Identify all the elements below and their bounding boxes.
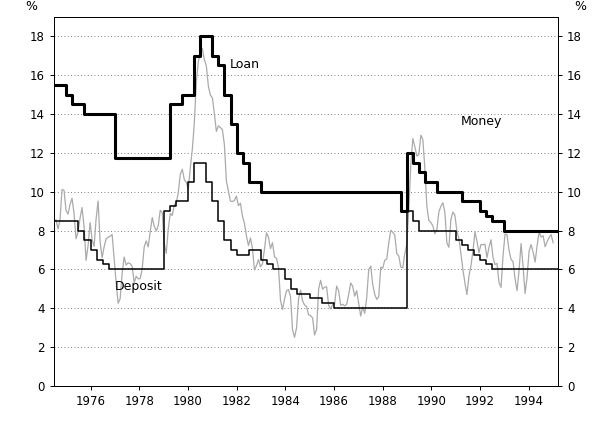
Text: Loan: Loan [229,59,259,71]
Text: Deposit: Deposit [115,280,163,293]
Text: %: % [25,0,37,13]
Text: Money: Money [461,114,502,128]
Text: %: % [575,0,587,13]
